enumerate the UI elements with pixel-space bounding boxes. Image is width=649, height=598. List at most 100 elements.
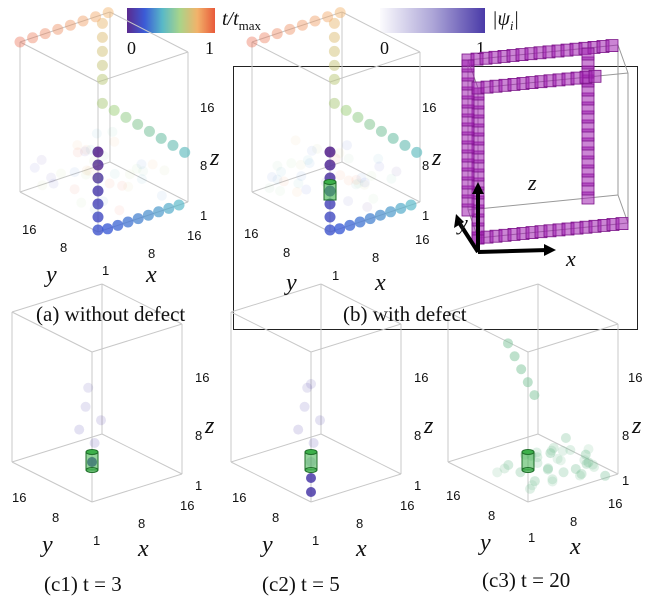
panel-c2-z-tick-16: 16 (414, 370, 428, 385)
panel-a-state-dot (78, 16, 89, 27)
panel-c3-caption: (c3) t = 20 (482, 568, 570, 593)
panel-b-state-dot (247, 37, 258, 48)
panel-b-cloud-dot (307, 146, 317, 156)
panel-b-state-dot (365, 213, 376, 224)
panel-a-y-tick-16: 16 (22, 222, 36, 237)
panel-b-inset-z-label: z (528, 170, 537, 196)
panel-a-state-dot (144, 126, 155, 137)
panel-c3-psi-dot (577, 469, 587, 479)
panel-b-state-dot (329, 46, 340, 57)
panel-c2-caption: (c2) t = 5 (262, 572, 340, 597)
panel-a-cloud-dot (76, 198, 86, 208)
panel-c3-psi-dot (529, 390, 539, 400)
panel-b-cloud-dot (344, 154, 354, 164)
panel-c1-y-tick-8: 8 (52, 510, 59, 525)
panel-b-inset-x-label: x (566, 246, 576, 272)
panel-b-state-dot (364, 119, 375, 130)
panel-a-cloud-dot (110, 169, 120, 179)
panel-b-cloud-dot (303, 155, 313, 165)
panel-b-state-dot (329, 74, 340, 85)
panel-c3-z-tick-1: 1 (622, 473, 629, 488)
panel-c3-x-label: x (570, 534, 581, 561)
panel-a-x-tick-8: 8 (148, 246, 155, 261)
panel-b-inset-cell (462, 60, 474, 72)
panel-b-inset-cell (606, 40, 618, 52)
panel-a-state-dot (103, 7, 114, 18)
panel-b-y-tick-16: 16 (244, 226, 258, 241)
panel-b-state-dot (385, 206, 396, 217)
panel-a-cloud-dot (73, 147, 83, 157)
panel-c1-x-tick-16: 16 (180, 498, 194, 513)
panel-c1-x-tick-8: 8 (138, 516, 145, 531)
panel-c3-z-tick-16: 16 (628, 370, 642, 385)
panel-a-state-dot (132, 119, 143, 130)
panel-b-state-dot (322, 11, 333, 22)
panel-c2-cube-edge (311, 474, 401, 502)
panel-a-cloud-dot (81, 170, 91, 180)
panel-c2-x-label: x (356, 536, 367, 563)
panel-a-cloud-dot (114, 205, 124, 215)
panel-a-cube-edge (110, 12, 188, 52)
panel-c1-x-tick-1: 1 (93, 533, 100, 548)
panel-a-caption: (a) without defect (36, 302, 185, 327)
panel-b-cloud-dot (343, 196, 353, 206)
panel-c3-defect-base (522, 468, 534, 473)
panel-b-cloud-dot (362, 202, 372, 212)
panel-c2-psi-dot (309, 438, 319, 448)
panel-c2-z-label: z (424, 413, 433, 440)
panel-a-z-tick-1: 1 (200, 208, 207, 223)
panel-a-state-dot (93, 225, 104, 236)
panel-a-z-tick-16: 16 (200, 100, 214, 115)
panel-a-cloud-dot (157, 191, 167, 201)
panel-b-cloud-dot (292, 187, 302, 197)
panel-c1-psi-dot (83, 383, 93, 393)
panel-a-state-dot (15, 37, 26, 48)
panel-a-cloud-dot (92, 128, 102, 138)
panel-b-state-dot (406, 200, 417, 211)
panel-b-caption: (b) with defect (343, 302, 467, 327)
panel-c2-x-tick-8: 8 (356, 516, 363, 531)
panel-b-cloud-dot (301, 185, 311, 195)
panel-b-inset-edge (618, 45, 628, 73)
panel-a-z-label: z (210, 145, 219, 172)
panel-a-z-tick-8: 8 (200, 158, 207, 173)
panel-a-state-dot (156, 133, 167, 144)
panel-b-z-tick-1: 1 (422, 208, 429, 223)
panel-c2-cube-edge (231, 284, 321, 312)
panel-c3-y-tick-8: 8 (488, 508, 495, 523)
panel-c3-psi-dot (516, 364, 526, 374)
panel-a-state-dot (163, 203, 174, 214)
panel-b-state-dot (335, 7, 346, 18)
panel-c2-z-tick-8: 8 (414, 428, 421, 443)
panel-c3-x-tick-1: 1 (528, 530, 535, 545)
panel-c2-psi-dot (293, 425, 303, 435)
panel-a-cloud-dot (56, 168, 66, 178)
panel-c2-psi-dot (300, 402, 310, 412)
panel-a-y-tick-8: 8 (60, 240, 67, 255)
panel-a-state-dot (97, 32, 108, 43)
panel-c1-z-label: z (205, 413, 214, 440)
panel-c1-cube-edge (92, 324, 182, 352)
panel-b-inset-cell (616, 218, 628, 230)
panel-b-cloud-dot (334, 148, 344, 158)
panel-a-cube-edge (98, 52, 188, 82)
panel-b-cloud-dot (356, 173, 366, 183)
panel-b-state-dot (259, 32, 270, 43)
panel-b-state-dot (284, 24, 295, 35)
panel-c1-defect-cap (86, 450, 98, 455)
panel-b-inset-x-arrow (478, 250, 548, 252)
panel-a-state-dot (93, 186, 104, 197)
panel-c3-cube-edge (528, 324, 618, 352)
panel-b-cube-edge (342, 12, 420, 52)
panel-a-cloud-dot (30, 163, 40, 173)
panel-c1-psi-dot (74, 425, 84, 435)
panel-b-cloud-dot (296, 171, 306, 181)
panel-c3-z-label: z (632, 413, 641, 440)
panel-c1-cube-edge (102, 434, 182, 474)
panel-a-cloud-dot (70, 184, 80, 194)
panel-b-cloud-dot (386, 174, 396, 184)
panel-b-state-dot (399, 140, 410, 151)
panel-c2-cube-edge (231, 312, 311, 352)
panel-c3-psi-dot (559, 467, 569, 477)
panel-a-state-dot (97, 46, 108, 57)
